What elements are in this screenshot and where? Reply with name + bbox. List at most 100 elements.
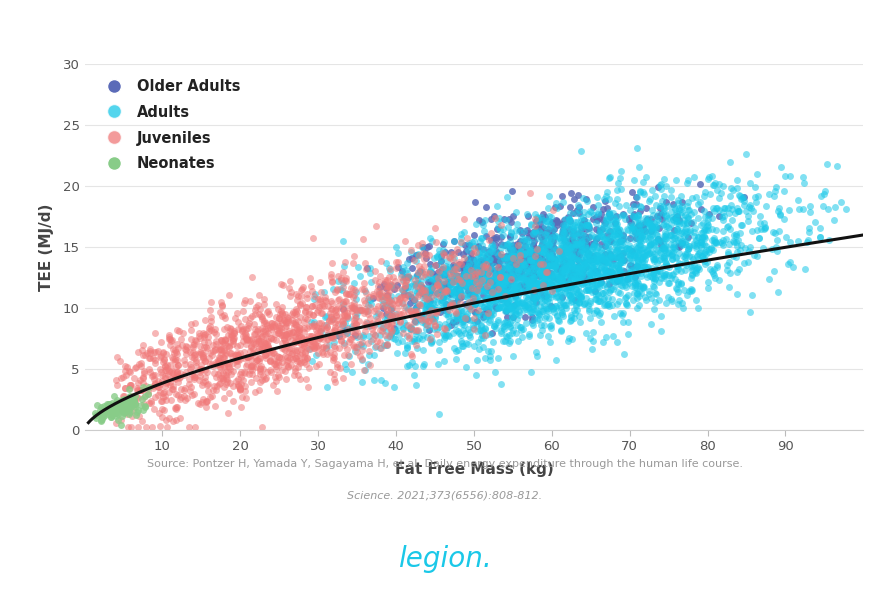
Point: [405, 351, 419, 361]
Point: [196, 394, 210, 403]
Point: [602, 249, 616, 259]
Point: [448, 291, 462, 300]
Point: [233, 402, 247, 411]
Point: [389, 326, 403, 335]
Point: [563, 242, 578, 252]
Point: [630, 293, 644, 303]
Point: [552, 282, 566, 292]
Point: [452, 288, 466, 297]
Point: [473, 269, 487, 279]
Point: [539, 236, 554, 246]
Point: [730, 175, 744, 184]
Point: [457, 268, 471, 277]
Point: [696, 218, 710, 228]
Point: [488, 319, 502, 329]
Point: [192, 349, 206, 358]
Point: [514, 323, 529, 332]
Point: [570, 222, 585, 232]
Point: [601, 252, 615, 262]
Point: [676, 217, 691, 227]
Point: [312, 294, 327, 304]
Point: [538, 280, 552, 290]
Point: [757, 219, 772, 228]
Point: [482, 248, 497, 257]
Point: [417, 285, 432, 295]
Point: [574, 292, 588, 301]
Point: [396, 323, 410, 332]
Point: [612, 288, 627, 297]
Point: [201, 387, 215, 396]
Point: [508, 262, 522, 271]
Point: [644, 234, 659, 244]
Point: [216, 352, 231, 362]
Point: [528, 280, 542, 289]
Point: [569, 284, 583, 294]
Point: [517, 249, 531, 259]
Point: [506, 284, 520, 294]
Point: [283, 353, 297, 363]
Point: [635, 281, 650, 291]
Point: [508, 282, 522, 292]
Point: [555, 294, 570, 303]
Point: [149, 393, 163, 402]
Point: [294, 286, 308, 295]
Point: [543, 279, 557, 289]
Point: [556, 220, 570, 230]
Point: [554, 274, 569, 284]
Point: [121, 423, 135, 432]
Point: [295, 333, 310, 343]
Point: [402, 359, 417, 369]
Point: [590, 279, 604, 289]
Point: [571, 261, 586, 271]
Point: [508, 225, 522, 235]
Point: [652, 223, 667, 233]
Point: [218, 335, 232, 344]
Point: [651, 231, 665, 240]
Point: [525, 280, 539, 290]
Point: [803, 208, 817, 217]
Point: [696, 228, 710, 237]
Point: [409, 306, 423, 315]
Point: [658, 227, 672, 237]
Point: [479, 304, 493, 313]
Point: [564, 225, 578, 234]
Point: [289, 347, 303, 357]
Point: [465, 276, 480, 286]
Point: [390, 303, 404, 312]
Point: [557, 223, 571, 233]
Point: [585, 344, 599, 354]
Point: [110, 353, 125, 362]
Point: [566, 223, 580, 233]
Point: [577, 247, 591, 257]
Point: [462, 240, 476, 249]
Point: [208, 373, 222, 382]
Point: [606, 208, 620, 218]
Point: [554, 240, 569, 249]
Point: [661, 292, 676, 302]
Point: [336, 236, 350, 246]
Point: [479, 260, 493, 269]
Point: [661, 201, 676, 211]
Point: [383, 301, 397, 310]
Point: [557, 257, 571, 266]
Point: [383, 314, 397, 324]
Point: [446, 301, 460, 310]
Point: [709, 204, 724, 213]
Point: [162, 334, 176, 344]
Point: [521, 301, 535, 310]
Point: [162, 330, 176, 340]
Point: [508, 262, 522, 271]
Point: [107, 391, 121, 401]
Point: [631, 260, 645, 269]
Point: [446, 300, 460, 310]
Point: [449, 312, 464, 321]
Point: [506, 312, 520, 322]
Point: [619, 282, 633, 292]
Point: [449, 316, 463, 326]
Point: [533, 269, 547, 279]
Point: [409, 311, 424, 321]
Point: [580, 284, 595, 294]
Point: [621, 271, 635, 280]
Point: [801, 235, 815, 245]
Point: [635, 252, 650, 262]
